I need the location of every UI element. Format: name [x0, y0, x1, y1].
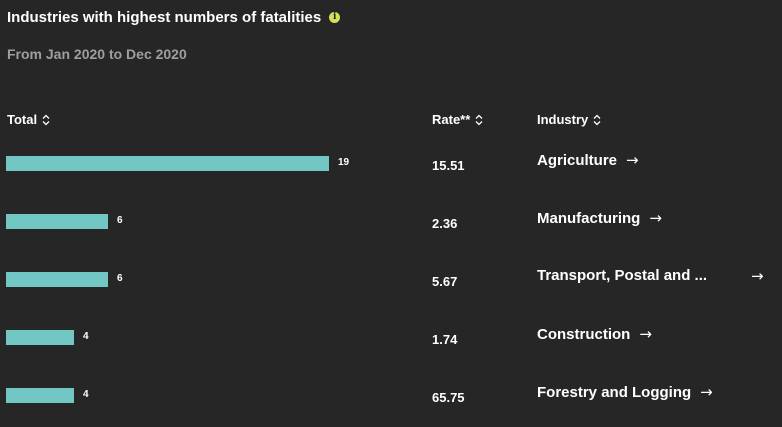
rate-value: 15.51 [432, 158, 465, 173]
chart-title: Industries with highest numbers of fatal… [7, 9, 322, 26]
industry-header-label: Industry [537, 112, 589, 127]
total-bar [6, 388, 74, 403]
industry-label: Transport, Postal and ... [537, 267, 708, 284]
arrow-right-icon: → [639, 325, 652, 343]
rate-value: 2.36 [432, 216, 458, 231]
total-bar [6, 330, 74, 345]
industry-link[interactable]: Manufacturing → [537, 209, 662, 227]
industry-label: Manufacturing [537, 209, 641, 227]
total-bar [6, 214, 108, 229]
sort-by-industry-header[interactable]: Industry [537, 112, 601, 127]
table-row: 4 1.74 Construction → [0, 325, 782, 360]
sort-icon [593, 114, 601, 126]
total-value-label: 19 [338, 157, 350, 168]
industry-link[interactable]: Transport, Postal and ... → [537, 267, 764, 285]
rate-value: 5.67 [432, 274, 458, 289]
arrow-right-icon: → [649, 209, 662, 227]
title-row: Industries with highest numbers of fatal… [7, 9, 341, 26]
total-value-label: 4 [83, 389, 89, 400]
sort-icon [42, 114, 50, 126]
total-value-label: 6 [117, 273, 123, 284]
date-range-subtitle: From Jan 2020 to Dec 2020 [7, 46, 187, 62]
table-row: 6 5.67 Transport, Postal and ... → [0, 267, 782, 302]
total-value-label: 4 [83, 331, 89, 342]
sort-by-total-header[interactable]: Total [7, 112, 50, 127]
arrow-right-icon: → [626, 151, 639, 169]
arrow-right-icon: → [751, 267, 764, 285]
total-header-label: Total [7, 112, 38, 127]
industry-link[interactable]: Forestry and Logging → [537, 383, 713, 401]
info-icon[interactable]: i [329, 12, 341, 23]
industry-link[interactable]: Construction → [537, 325, 652, 343]
sort-by-rate-header[interactable]: Rate** [432, 112, 483, 127]
total-value-label: 6 [117, 215, 123, 226]
table-row: 6 2.36 Manufacturing → [0, 209, 782, 244]
rate-header-label: Rate** [432, 112, 471, 127]
industry-label: Construction [537, 325, 631, 343]
table-row: 4 65.75 Forestry and Logging → [0, 383, 782, 418]
sort-icon [475, 114, 483, 126]
total-bar [6, 156, 329, 171]
arrow-right-icon: → [700, 383, 713, 401]
total-bar [6, 272, 108, 287]
industry-label: Agriculture [537, 151, 618, 169]
rate-value: 1.74 [432, 332, 458, 347]
industry-label: Forestry and Logging [537, 383, 692, 401]
rate-value: 65.75 [432, 390, 465, 405]
table-row: 19 15.51 Agriculture → [0, 151, 782, 186]
industry-link[interactable]: Agriculture → [537, 151, 639, 169]
